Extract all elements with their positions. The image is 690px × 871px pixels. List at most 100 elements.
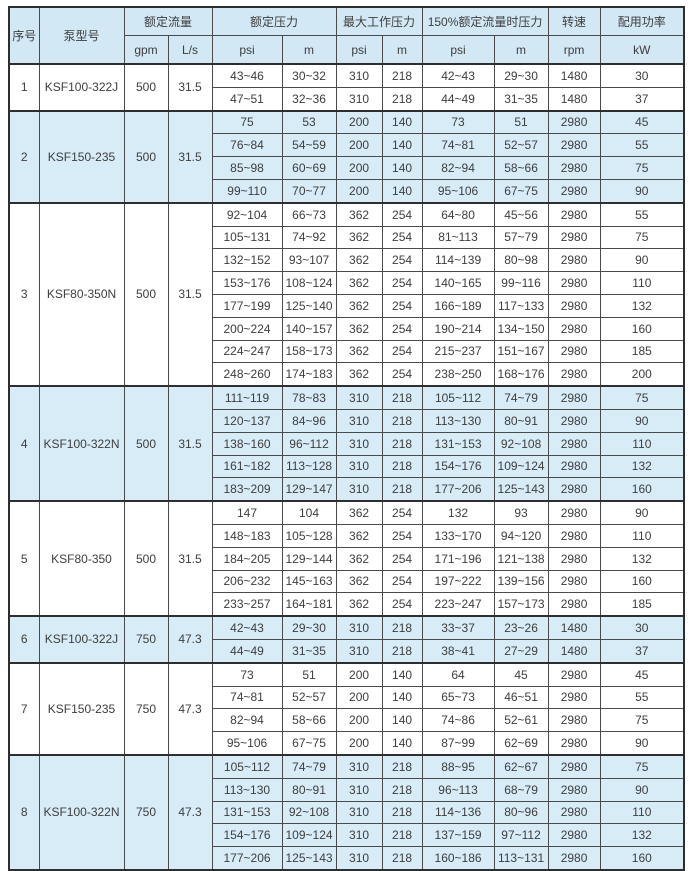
- value-cell: 108~124: [281, 271, 337, 295]
- value-cell: 68~79: [493, 777, 549, 802]
- value-cell: 174~183: [281, 362, 337, 387]
- value-cell: 2980: [547, 477, 601, 502]
- value-cell: 362: [335, 248, 383, 273]
- value-cell: 73: [421, 109, 495, 135]
- value-cell: 92~104: [211, 201, 283, 227]
- value-cell: 185: [599, 592, 685, 617]
- value-cell: 2980: [547, 339, 601, 364]
- value-cell: 66~73: [281, 201, 337, 227]
- value-cell: 90: [599, 777, 685, 802]
- value-cell: 131~153: [421, 431, 495, 456]
- header-speed: 转速: [547, 6, 601, 36]
- value-cell: 132: [421, 500, 495, 525]
- value-cell: 2980: [547, 661, 601, 687]
- value-cell: 131~153: [211, 800, 283, 825]
- unit-rpm: rpm: [547, 35, 601, 65]
- flow-ls-cell: 31.5: [167, 63, 213, 112]
- value-cell: 224~247: [211, 339, 283, 364]
- value-cell: 310: [335, 846, 383, 871]
- value-cell: 110: [599, 800, 685, 825]
- value-cell: 310: [335, 385, 383, 410]
- value-cell: 151~167: [493, 339, 549, 364]
- value-cell: 105~112: [211, 753, 283, 779]
- value-cell: 82~94: [421, 156, 495, 180]
- table-row: 200~224 140~157 362 254 190~214 134~150 2980 16…: [9, 316, 685, 341]
- value-cell: 52~57: [281, 685, 337, 710]
- value-cell: 92~108: [493, 431, 549, 456]
- model-cell: KSF80-350N: [38, 201, 125, 387]
- value-cell: 80~91: [493, 408, 549, 433]
- value-cell: 362: [335, 293, 383, 318]
- flow-gpm-cell: 500: [123, 500, 169, 617]
- value-cell: 200: [335, 661, 383, 687]
- value-cell: 218: [381, 753, 423, 779]
- value-cell: 45: [493, 661, 549, 687]
- value-cell: 200: [335, 708, 383, 733]
- value-cell: 64: [421, 661, 495, 687]
- model-cell: KSF150-235: [38, 109, 125, 204]
- value-cell: 218: [381, 431, 423, 456]
- value-cell: 114~139: [421, 248, 495, 273]
- value-cell: 129~147: [281, 477, 337, 502]
- table-row: 4 KSF100-322N 500 31.5 111~119 78~83 310 218 105…: [8, 385, 685, 502]
- value-cell: 200: [335, 685, 383, 710]
- value-cell: 73: [211, 661, 283, 687]
- value-cell: 93~107: [281, 248, 337, 273]
- table-row: 8 KSF100-322N 750 47.3 105~112 74~79 310 218 88~…: [8, 753, 685, 871]
- value-cell: 140: [381, 109, 423, 135]
- value-cell: 120~137: [211, 408, 283, 433]
- value-cell: 2980: [547, 248, 601, 273]
- flow-ls-cell: 31.5: [167, 109, 213, 204]
- value-cell: 218: [381, 777, 423, 802]
- value-cell: 140~165: [421, 271, 495, 295]
- header-serial: 序号: [8, 6, 40, 65]
- value-cell: 218: [381, 62, 423, 88]
- table-row: 2 KSF150-235 500 31.5 75 53 200 140 73 51 2980 45: [8, 109, 685, 204]
- flow-ls-cell: 47.3: [167, 615, 213, 664]
- value-cell: 200: [599, 362, 685, 387]
- value-cell: 55: [599, 133, 685, 158]
- value-cell: 67~75: [281, 731, 337, 756]
- value-cell: 218: [381, 823, 423, 848]
- value-cell: 94~120: [493, 523, 549, 548]
- value-cell: 84~96: [281, 408, 337, 433]
- table-row: 248~260 174~183 362 254 238~250 168~176 2980 20…: [9, 362, 685, 387]
- value-cell: 90: [599, 731, 685, 756]
- value-cell: 46~51: [493, 685, 549, 710]
- value-cell: 23~26: [493, 615, 549, 640]
- value-cell: 168~176: [493, 362, 549, 387]
- value-cell: 45: [599, 661, 685, 687]
- value-cell: 310: [335, 615, 383, 640]
- value-cell: 29~30: [493, 62, 549, 88]
- value-cell: 362: [335, 201, 383, 227]
- value-cell: 125~143: [493, 477, 549, 502]
- unit-rated-m: m: [281, 35, 337, 65]
- flow-ls-cell: 31.5: [167, 500, 213, 617]
- value-cell: 31~35: [281, 638, 337, 664]
- model-cell: KSF150-235: [38, 661, 125, 756]
- value-cell: 114~136: [421, 800, 495, 825]
- value-cell: 95~106: [421, 178, 495, 204]
- value-cell: 57~79: [493, 225, 549, 250]
- value-cell: 206~232: [211, 569, 283, 594]
- value-cell: 75: [599, 385, 685, 410]
- value-cell: 96~113: [421, 777, 495, 802]
- value-cell: 310: [335, 638, 383, 664]
- value-cell: 254: [381, 523, 423, 548]
- value-cell: 185: [599, 339, 685, 364]
- value-cell: 2980: [547, 178, 601, 204]
- table-row: 95~106 67~75 200 140 87~99 62~69 2980 90: [9, 731, 685, 756]
- value-cell: 1480: [547, 615, 601, 640]
- serial-cell: 5: [8, 500, 40, 617]
- value-cell: 254: [381, 339, 423, 364]
- value-cell: 125~140: [281, 293, 337, 318]
- unit-max-m: m: [381, 35, 423, 65]
- value-cell: 64~80: [421, 201, 495, 227]
- value-cell: 58~66: [493, 156, 549, 180]
- value-cell: 29~30: [281, 615, 337, 640]
- value-cell: 254: [381, 362, 423, 387]
- value-cell: 2980: [547, 385, 601, 410]
- value-cell: 362: [335, 569, 383, 594]
- value-cell: 2980: [547, 201, 601, 227]
- value-cell: 166~189: [421, 293, 495, 318]
